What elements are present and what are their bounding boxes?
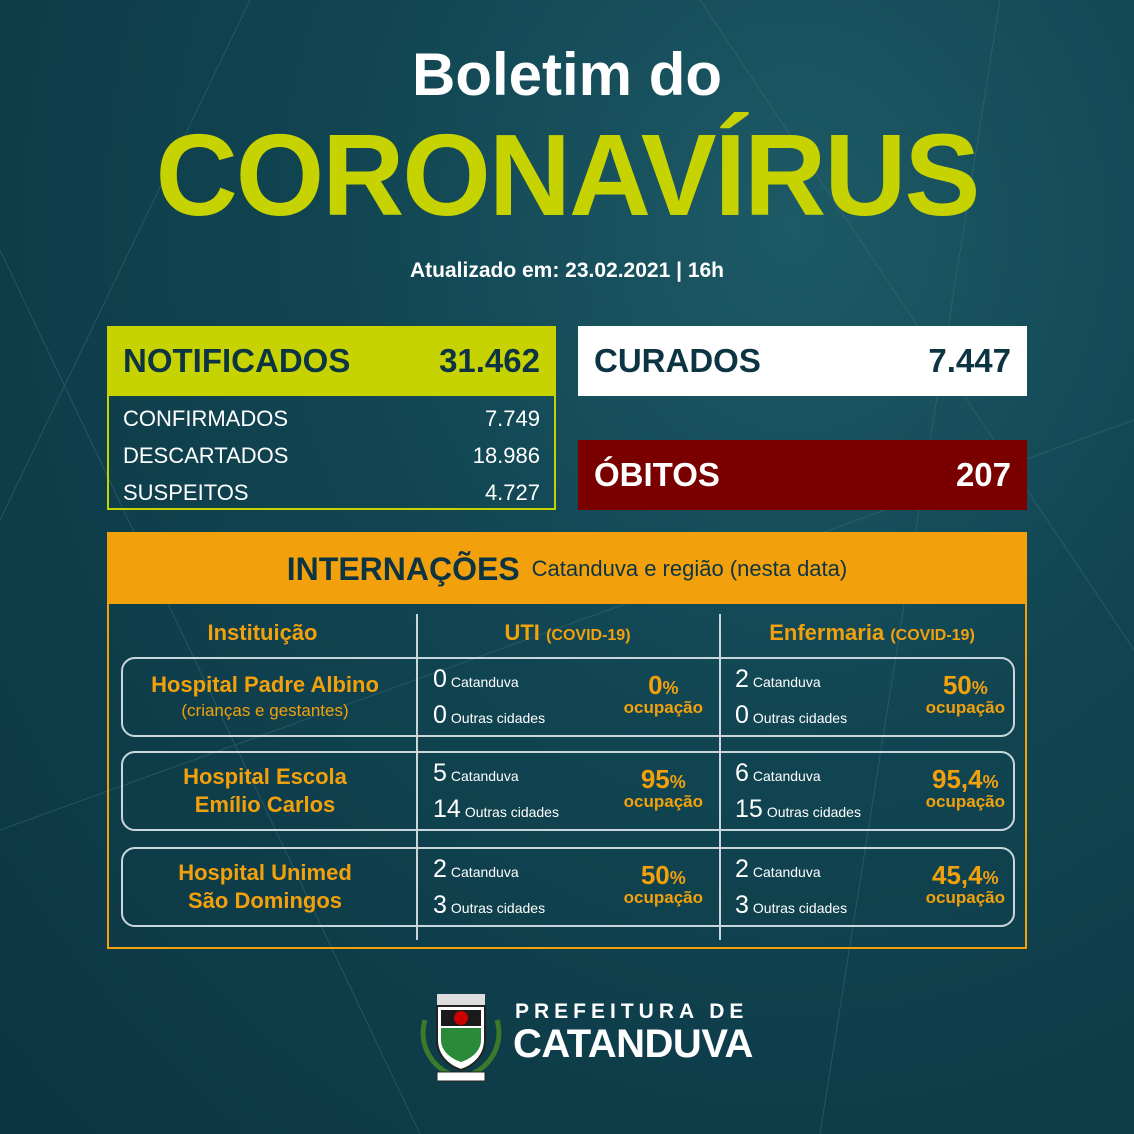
local-count: 2 Catanduva	[433, 855, 519, 883]
updated-date: Atualizado em: 23.02.2021 | 16h	[409, 259, 724, 282]
column-divider	[719, 614, 721, 940]
footer-prefeitura: PREFEITURA DE	[515, 1000, 749, 1023]
value: 4.727	[484, 480, 540, 505]
column-header-uti: UTI (COVID-19)	[504, 620, 631, 645]
other-count: 0 Outras cidades	[735, 701, 848, 729]
notificados-value: 31.462	[439, 342, 540, 379]
occupancy: 50% ocupação	[925, 670, 1005, 717]
value: 18.986	[472, 443, 540, 468]
enf-cell: 2 Catanduva 0 Outras cidades 50% ocupação	[721, 659, 1011, 735]
uti-cell: 0 Catanduva 0 Outras cidades 0% ocupação	[419, 659, 709, 735]
enf-cell: 2 Catanduva 3 Outras cidades 45,4% ocupação	[721, 849, 1011, 925]
enf-cell: 6 Catanduva 15 Outras cidades 95,4% ocupaçã…	[721, 753, 1011, 829]
institution-name: Hospital Unimed São Domingos	[178, 860, 352, 913]
internacoes-subtitle: Catanduva e região (nesta data)	[531, 556, 848, 581]
curados-box: CURADOS 7.447	[578, 326, 1027, 396]
column-header-instituicao: Instituição	[207, 620, 318, 645]
obitos-label: ÓBITOS	[594, 456, 720, 493]
internacoes-title: INTERNAÇÕES	[286, 550, 520, 587]
local-count: 2 Catanduva	[735, 855, 821, 883]
notificados-header: NOTIFICADOS 31.462	[107, 326, 556, 396]
other-count: 3 Outras cidades	[735, 891, 848, 919]
column-divider	[416, 614, 418, 940]
occupancy: 95,4% ocupação	[925, 764, 1005, 811]
title-coronavirus: CORONAVÍRUS	[155, 110, 981, 240]
occupancy: 95% ocupação	[623, 764, 703, 811]
obitos-value: 207	[955, 456, 1011, 493]
internacoes-panel: INTERNAÇÕES Catanduva e região (nesta da…	[107, 532, 1027, 949]
occupancy: 45,4% ocupação	[925, 860, 1005, 907]
confirmados-row: CONFIRMADOS 7.749	[123, 400, 540, 437]
local-count: 0 Catanduva	[433, 665, 519, 693]
hospital-row: Hospital Padre Albino (crianças e gestant…	[121, 657, 1015, 737]
occupancy: 50% ocupação	[623, 860, 703, 907]
occupancy: 0% ocupação	[623, 670, 703, 717]
value: 7.749	[484, 406, 540, 431]
hospital-row: Hospital Unimed São Domingos 2 Catanduva 3…	[121, 847, 1015, 927]
catanduva-coat-of-arms-logo	[420, 994, 502, 1082]
curados-value: 7.447	[928, 342, 1011, 379]
label: CONFIRMADOS	[123, 406, 288, 431]
internacoes-header: INTERNAÇÕES Catanduva e região (nesta da…	[109, 534, 1025, 604]
curados-label: CURADOS	[594, 342, 761, 379]
obitos-box: ÓBITOS 207	[578, 440, 1027, 510]
other-count: 14 Outras cidades	[433, 795, 559, 823]
uti-cell: 5 Catanduva 14 Outras cidades 95% ocupação	[419, 753, 709, 829]
footer-catanduva: CATANDUVA	[513, 1022, 753, 1066]
column-header-enfermaria: Enfermaria (COVID-19)	[769, 620, 975, 645]
suspeitos-row: SUSPEITOS 4.727	[123, 474, 540, 511]
other-count: 0 Outras cidades	[433, 701, 546, 729]
label: SUSPEITOS	[123, 480, 249, 505]
institution-name: Hospital Padre Albino (crianças e gestant…	[151, 672, 379, 720]
local-count: 5 Catanduva	[433, 759, 519, 787]
label: DESCARTADOS	[123, 443, 289, 468]
notificados-breakdown: CONFIRMADOS 7.749 DESCARTADOS 18.986 SUSPE…	[107, 396, 556, 510]
institution-name: Hospital Escola Emílio Carlos	[183, 764, 347, 817]
uti-cell: 2 Catanduva 3 Outras cidades 50% ocupação	[419, 849, 709, 925]
notificados-label: NOTIFICADOS	[123, 342, 351, 379]
local-count: 6 Catanduva	[735, 759, 821, 787]
other-count: 3 Outras cidades	[433, 891, 546, 919]
local-count: 2 Catanduva	[735, 665, 821, 693]
hospital-row: Hospital Escola Emílio Carlos 5 Catanduva …	[121, 751, 1015, 831]
descartados-row: DESCARTADOS 18.986	[123, 437, 540, 474]
title-line1: Boletim do	[412, 41, 722, 108]
other-count: 15 Outras cidades	[735, 795, 861, 823]
